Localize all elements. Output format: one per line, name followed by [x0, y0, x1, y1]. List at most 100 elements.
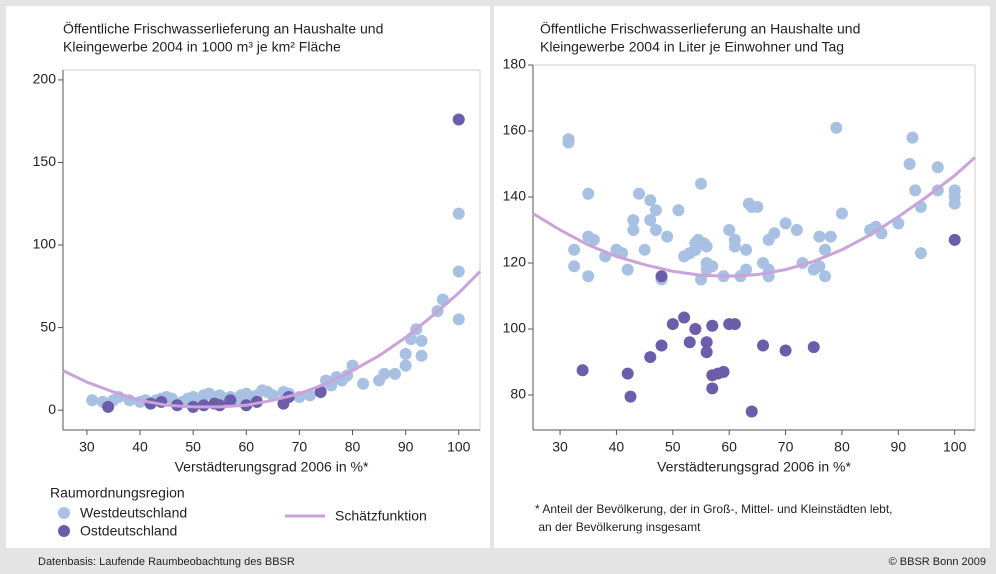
data-point: [666, 318, 679, 331]
legend-marker: [58, 507, 70, 519]
data-point: [745, 405, 758, 418]
x-tick-label: 50: [185, 439, 201, 455]
data-point: [655, 270, 668, 283]
legend-label: Schätzfunktion: [335, 508, 427, 524]
footnote: an der Bevölkerung insgesamt: [535, 520, 701, 534]
data-point: [389, 367, 402, 380]
data-point: [672, 204, 685, 217]
data-point: [644, 214, 657, 227]
data-point: [678, 311, 691, 324]
data-point: [728, 233, 741, 246]
data-point: [819, 270, 832, 283]
data-point: [700, 240, 713, 253]
data-point: [706, 382, 719, 395]
x-tick-label: 40: [609, 439, 625, 455]
data-point: [568, 243, 581, 256]
y-tick-label: 0: [48, 401, 56, 417]
data-point: [779, 344, 792, 357]
y-tick-label: 160: [503, 122, 527, 138]
data-point: [644, 351, 657, 364]
data-point: [830, 121, 843, 134]
data-point: [314, 386, 327, 399]
legend-marker: [58, 525, 70, 537]
data-point: [717, 365, 730, 378]
data-point: [638, 243, 651, 256]
data-point: [757, 339, 770, 352]
data-point: [706, 319, 719, 332]
data-point: [399, 359, 412, 372]
data-point: [740, 243, 753, 256]
legend-title: Raumordnungsregion: [50, 485, 185, 501]
data-point: [452, 113, 465, 126]
data-point: [824, 230, 837, 243]
x-tick-label: 70: [292, 439, 308, 455]
data-point: [582, 187, 595, 200]
data-point: [790, 224, 803, 237]
data-point: [627, 214, 640, 227]
data-point: [689, 323, 702, 336]
x-tick-label: 100: [447, 439, 471, 455]
x-tick-label: 40: [132, 439, 148, 455]
plot-area: [532, 64, 976, 431]
y-tick-label: 200: [33, 71, 57, 87]
data-point: [627, 224, 640, 237]
data-point: [779, 217, 792, 230]
data-point: [723, 224, 736, 237]
data-point: [378, 367, 391, 380]
x-tick-label: 90: [398, 439, 414, 455]
y-tick-label: 180: [503, 56, 527, 72]
legend-label: Westdeutschland: [80, 505, 187, 521]
chart-title: Öffentliche Frischwasserlieferung an Hau…: [540, 20, 860, 37]
data-point: [661, 230, 674, 243]
data-point: [813, 230, 826, 243]
x-tick-label: 80: [834, 439, 850, 455]
data-point: [224, 394, 237, 407]
x-tick-label: 70: [778, 439, 794, 455]
data-point: [576, 364, 589, 377]
data-point: [655, 339, 668, 352]
x-tick-label: 90: [891, 439, 907, 455]
data-point: [452, 313, 465, 326]
data-point: [695, 177, 708, 190]
data-point: [644, 194, 657, 207]
data-point: [751, 200, 764, 213]
plot-area: [62, 69, 481, 431]
trend-line: [532, 156, 977, 278]
data-point: [728, 318, 741, 331]
data-point: [582, 270, 595, 283]
chart-title: Kleingewerbe 2004 in 1000 m³ je km² Fläc…: [63, 39, 341, 55]
data-point: [819, 243, 832, 256]
data-point: [649, 224, 662, 237]
data-point: [948, 197, 961, 210]
data-point: [102, 400, 115, 413]
trend-line: [62, 270, 482, 409]
chart-title: Öffentliche Frischwasserlieferung an Hau…: [63, 20, 383, 37]
data-point: [197, 399, 210, 412]
x-axis-label: Verstädterungsgrad 2006 in %*: [175, 459, 369, 475]
data-point: [624, 390, 637, 403]
data-point: [562, 136, 575, 149]
data-point: [813, 260, 826, 273]
data-point: [415, 334, 428, 347]
legend-label: Ostdeutschland: [80, 523, 177, 539]
data-point: [683, 336, 696, 349]
data-point: [807, 341, 820, 354]
data-point: [903, 158, 916, 171]
data-point: [632, 187, 645, 200]
data-point: [649, 204, 662, 217]
y-tick-label: 100: [33, 236, 57, 252]
footnote: * Anteil der Bevölkerung, der in Groß-, …: [535, 502, 893, 516]
chart-title: Kleingewerbe 2004 in Liter je Einwohner …: [540, 39, 844, 55]
y-tick-label: 120: [503, 254, 527, 270]
data-point: [906, 131, 919, 144]
data-point: [399, 348, 412, 361]
data-point: [931, 161, 944, 174]
x-tick-label: 30: [79, 439, 95, 455]
data-point: [415, 349, 428, 362]
data-point: [700, 336, 713, 349]
data-point: [700, 346, 713, 359]
data-point: [621, 263, 634, 276]
y-tick-label: 140: [503, 188, 527, 204]
data-point: [452, 207, 465, 220]
